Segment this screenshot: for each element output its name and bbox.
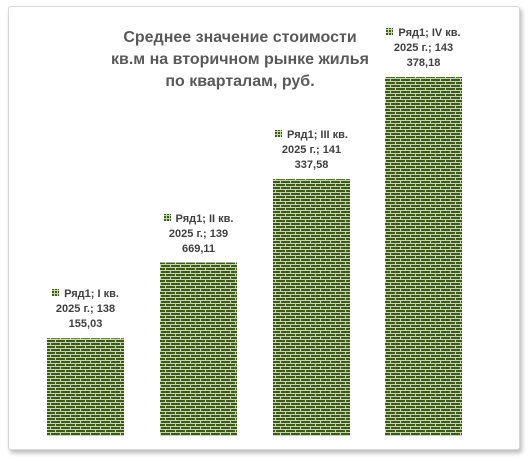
data-label-line: 2025 г.; 139 — [148, 227, 249, 242]
data-label-line: Ряд1; II кв. — [148, 212, 249, 227]
data-label-line: Ряд1; I кв. — [35, 287, 136, 302]
data-label-text: 378,18 — [406, 57, 441, 70]
data-label-line: 155,03 — [35, 317, 136, 332]
data-label-line: 669,11 — [148, 242, 249, 257]
data-label-line: Ряд1; IV кв. — [373, 26, 474, 41]
legend-key-icon — [52, 289, 60, 297]
data-label-3: Ряд1; III кв. 2025 г.; 141 337,58 — [261, 128, 362, 173]
bar-3 — [273, 179, 350, 436]
data-label-line: 337,58 — [261, 158, 362, 173]
data-label-text: 155,03 — [68, 318, 103, 331]
data-label-line: 2025 г.; 138 — [35, 302, 136, 317]
data-label-text: Ряд1; IV кв. — [398, 27, 461, 40]
data-label-2: Ряд1; II кв. 2025 г.; 139 669,11 — [148, 212, 249, 257]
data-label-text: 2025 г.; 141 — [281, 144, 342, 157]
data-label-1: Ряд1; I кв. 2025 г.; 138 155,03 — [35, 287, 136, 332]
legend-key-icon — [386, 28, 394, 36]
legend-key-icon — [275, 130, 282, 138]
data-label-text: 669,11 — [181, 242, 216, 255]
legend-key-icon — [163, 213, 171, 221]
data-label-text: 2025 г.; 143 — [393, 42, 454, 55]
bar-4 — [385, 77, 462, 436]
data-label-text: 2025 г.; 139 — [168, 227, 229, 240]
bars-group — [47, 77, 462, 436]
data-label-text: Ряд1; II кв. — [175, 212, 234, 225]
data-label-line: Ряд1; III кв. — [261, 128, 362, 143]
data-label-line: 378,18 — [373, 56, 474, 71]
bar-2 — [160, 262, 237, 436]
bar-1 — [47, 338, 124, 436]
data-label-text: Ряд1; III кв. — [287, 129, 348, 142]
data-label-4: Ряд1; IV кв. 2025 г.; 143 378,18 — [373, 26, 474, 71]
data-label-text: 337,58 — [294, 159, 329, 172]
data-label-line: 2025 г.; 143 — [373, 41, 474, 56]
chart-title: Среднее значение стоимости кв.м на втори… — [111, 29, 369, 90]
data-label-text: Ряд1; I кв. — [64, 288, 119, 301]
data-label-text: 2025 г.; 138 — [55, 303, 116, 316]
data-label-line: 2025 г.; 141 — [261, 143, 362, 158]
